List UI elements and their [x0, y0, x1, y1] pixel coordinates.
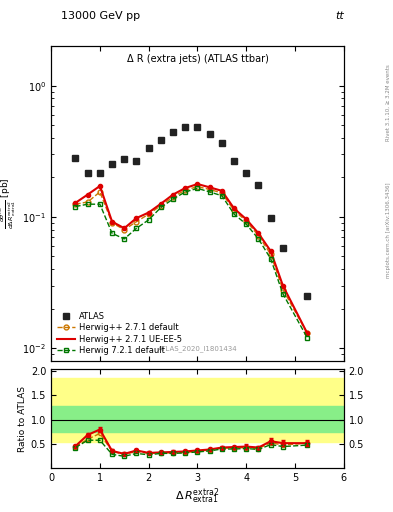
Text: tt: tt: [335, 11, 344, 22]
Text: Δ R (extra jets) (ATLAS ttbar): Δ R (extra jets) (ATLAS ttbar): [127, 54, 268, 64]
Legend: ATLAS, Herwig++ 2.7.1 default, Herwig++ 2.7.1 UE-EE-5, Herwig 7.2.1 default: ATLAS, Herwig++ 2.7.1 default, Herwig++ …: [55, 310, 183, 357]
X-axis label: $\Delta\,R_{\mathrm{extra1}}^{\mathrm{extra2}}$: $\Delta\,R_{\mathrm{extra1}}^{\mathrm{ex…: [175, 486, 220, 506]
Y-axis label: $\frac{d\sigma^{nd}}{d\Delta R_{\,\mathrm{extra1}}^{\mathrm{extra2}}}$ [pb]: $\frac{d\sigma^{nd}}{d\Delta R_{\,\mathr…: [0, 178, 18, 229]
Text: ATLAS_2020_I1801434: ATLAS_2020_I1801434: [158, 345, 237, 352]
Text: mcplots.cern.ch [arXiv:1306.3436]: mcplots.cern.ch [arXiv:1306.3436]: [386, 183, 391, 278]
Y-axis label: Ratio to ATLAS: Ratio to ATLAS: [18, 386, 27, 452]
Text: Rivet 3.1.10, ≥ 3.2M events: Rivet 3.1.10, ≥ 3.2M events: [386, 64, 391, 141]
Text: 13000 GeV pp: 13000 GeV pp: [61, 11, 140, 22]
